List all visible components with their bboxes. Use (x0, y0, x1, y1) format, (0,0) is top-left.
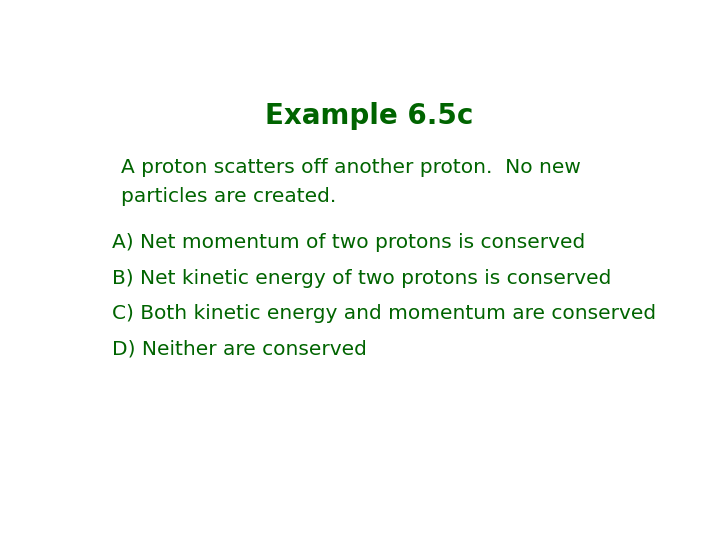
Text: Example 6.5c: Example 6.5c (265, 102, 473, 130)
Text: C) Both kinetic energy and momentum are conserved: C) Both kinetic energy and momentum are … (112, 304, 657, 323)
Text: A) Net momentum of two protons is conserved: A) Net momentum of two protons is conser… (112, 233, 585, 252)
Text: A proton scatters off another proton.  No new: A proton scatters off another proton. No… (121, 158, 580, 177)
Text: B) Net kinetic energy of two protons is conserved: B) Net kinetic energy of two protons is … (112, 268, 612, 287)
Text: particles are created.: particles are created. (121, 187, 336, 206)
Text: D) Neither are conserved: D) Neither are conserved (112, 339, 367, 358)
